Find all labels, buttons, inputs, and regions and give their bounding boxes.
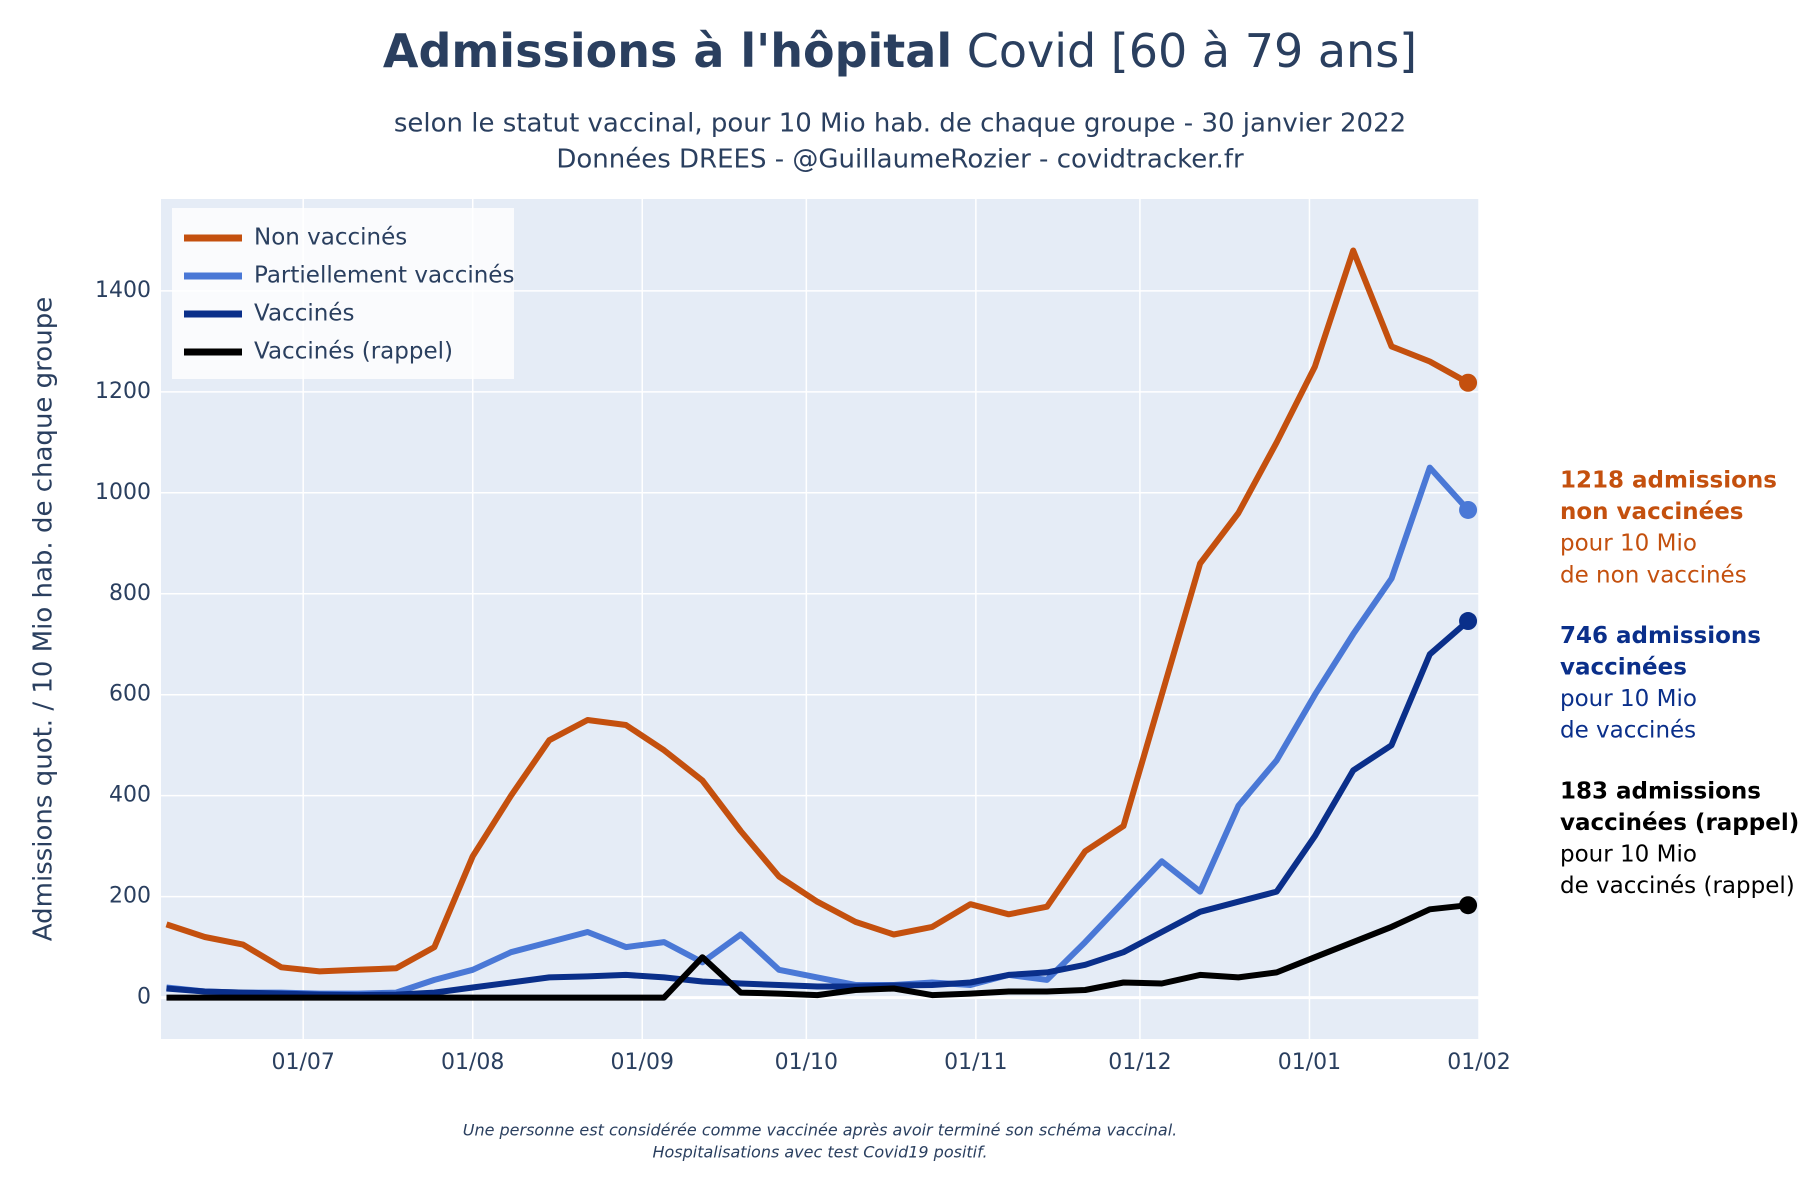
- footnote: Hospitalisations avec test Covid19 posit…: [652, 1143, 987, 1162]
- x-tick-label: 01/11: [944, 1050, 1007, 1075]
- series-line: [166, 902, 1469, 1001]
- x-tick-label: 01/02: [1447, 1050, 1510, 1075]
- legend-label: Non vaccinés: [254, 225, 407, 251]
- annotation-emphasis: non vaccinées: [1560, 499, 1743, 525]
- y-tick-label: 200: [109, 884, 151, 909]
- x-tick-label: 01/07: [271, 1050, 334, 1075]
- y-axis-label: Admissions quot. / 10 Mio hab. de chaque…: [29, 297, 59, 941]
- end-marker: [1459, 373, 1478, 392]
- end-marker: [1459, 896, 1478, 915]
- y-tick-label: 1000: [95, 480, 151, 505]
- x-tick-label: 01/01: [1278, 1050, 1341, 1075]
- end-marker: [1459, 612, 1478, 631]
- end-marker: [1459, 500, 1478, 519]
- legend-label: Vaccinés (rappel): [254, 339, 453, 365]
- annotation-text: de vaccinés (rappel): [1560, 873, 1795, 899]
- subtitle: selon le statut vaccinal, pour 10 Mio ha…: [394, 109, 1406, 139]
- y-tick-label: 600: [109, 682, 151, 707]
- annotation-text: pour 10 Mio: [1560, 842, 1697, 868]
- annotation-text: de vaccinés: [1560, 718, 1696, 744]
- legend-label: Vaccinés: [254, 301, 354, 327]
- annotation-emphasis: 183 admissions: [1560, 778, 1761, 804]
- annotation-text: pour 10 Mio: [1560, 686, 1697, 712]
- x-tick-label: 01/12: [1108, 1050, 1171, 1075]
- footnote: Une personne est considérée comme vaccin…: [463, 1121, 1178, 1140]
- title-rest: Covid [60 à 79 ans]: [967, 24, 1417, 78]
- series-line: [165, 247, 1470, 975]
- x-tick-label: 01/08: [441, 1050, 504, 1075]
- annotation-emphasis: 1218 admissions: [1560, 468, 1777, 494]
- chart-title: Admissions à l'hôpital Covid [60 à 79 an…: [383, 24, 1417, 78]
- y-tick-label: 0: [137, 985, 151, 1010]
- subtitle: Données DREES - @GuillaumeRozier - covid…: [556, 145, 1244, 175]
- title-bold: Admissions à l'hôpital: [383, 24, 952, 78]
- annotation-text: de non vaccinés: [1560, 562, 1747, 588]
- legend-label: Partiellement vaccinés: [254, 263, 514, 289]
- x-tick-label: 01/10: [775, 1050, 838, 1075]
- y-tick-label: 1200: [95, 379, 151, 404]
- x-tick-label: 01/09: [611, 1050, 674, 1075]
- y-tick-label: 800: [109, 581, 151, 606]
- annotation-emphasis: vaccinées: [1560, 655, 1687, 681]
- annotation-text: pour 10 Mio: [1560, 531, 1697, 557]
- annotation-emphasis: 746 admissions: [1560, 623, 1761, 649]
- annotation-emphasis: vaccinées (rappel): [1560, 810, 1799, 836]
- y-tick-label: 1400: [95, 278, 151, 303]
- y-tick-label: 400: [109, 783, 151, 808]
